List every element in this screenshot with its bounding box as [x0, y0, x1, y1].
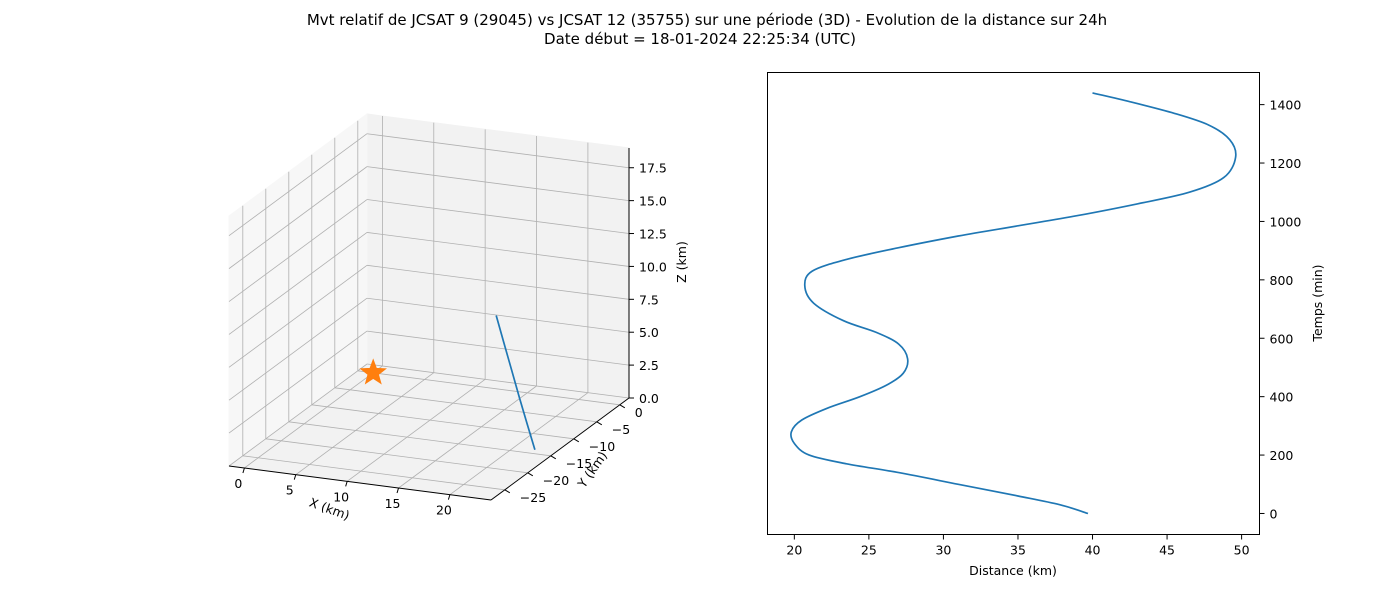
- y-tick-label-2d: 1200: [1270, 156, 1302, 171]
- x-tick-label-2d: 40: [1085, 543, 1101, 558]
- origin-star-marker: [359, 358, 387, 385]
- z-tick-label-3d: 17.5: [639, 161, 667, 176]
- figure-title-line1: Mvt relatif de JCSAT 9 (29045) vs JCSAT …: [307, 11, 1107, 29]
- x-tick-mark-3d: [242, 467, 245, 474]
- plot-2d-y-ticks: 0 200 400 600 800 1000 1200 1400: [1259, 98, 1302, 521]
- z-tick-label-3d: 7.5: [639, 292, 659, 307]
- grid-line-z-back: [366, 363, 630, 399]
- grid-line-x-floor: [398, 385, 537, 489]
- y-tick-label-2d: 1000: [1270, 214, 1302, 229]
- grid-line-z-back: [366, 199, 630, 234]
- grid-line-z-side: [228, 166, 368, 269]
- plot-3d-axes: [228, 148, 630, 501]
- y-tick-label-3d: −20: [543, 473, 569, 488]
- grid-line-z-back: [366, 330, 630, 366]
- grid-line-x-floor: [295, 372, 435, 475]
- y-tick-mark-3d: [527, 472, 534, 477]
- y-axis-line-3d: [490, 397, 630, 501]
- x-tick-label-3d: 0: [234, 476, 242, 491]
- y-tick-label-3d: −15: [566, 456, 592, 471]
- grid-line-z-side: [228, 133, 368, 237]
- y-tick-label-2d: 200: [1270, 448, 1294, 463]
- y-tick-mark-3d: [550, 455, 557, 460]
- grid-line-z-side: [228, 199, 368, 302]
- plot-2d: 20 25 30 35 40 45 50 0 200 400 600 800 1000 1200 1400…: [767, 72, 1325, 578]
- x-tick-label-3d: 10: [333, 489, 349, 504]
- x-tick-label-2d: 20: [786, 543, 802, 558]
- grid-line-z-side: [228, 264, 368, 368]
- z-tick-label-3d: 0.0: [639, 391, 659, 406]
- grid-line-z-side: [228, 232, 368, 335]
- y-tick-label-3d: −5: [612, 422, 630, 437]
- plot-2d-series: [790, 92, 1237, 515]
- figure-title-line2: Date début = 18-01-2024 22:25:34 (UTC): [544, 30, 856, 48]
- grid-line-y-floor: [334, 387, 597, 423]
- plot-2d-frame: [767, 72, 1260, 535]
- x-tick-mark-3d: [293, 474, 297, 480]
- plot-3d-y-ticks: 0 −5 −10 −15 −20 −25: [504, 404, 643, 505]
- y-tick-mark-3d: [573, 438, 580, 443]
- grid-line-z-side: [228, 297, 368, 401]
- plot-2d-x-ticks: 20 25 30 35 40 45 50: [786, 534, 1250, 558]
- grid-line-x-floor: [346, 379, 486, 482]
- grid-line-z-back: [366, 264, 630, 300]
- z-tick-label-3d: 5.0: [639, 325, 659, 340]
- y-tick-mark-3d: [619, 404, 626, 409]
- y-tick-label-2d: 800: [1270, 273, 1294, 288]
- grid-line-z-back: [366, 166, 630, 202]
- grid-line-y-floor: [265, 438, 528, 474]
- x-tick-label-2d: 25: [861, 543, 877, 558]
- y-tick-mark-3d: [504, 489, 511, 494]
- grid-line-x-floor: [449, 392, 589, 495]
- plot-3d-panes: [227, 113, 631, 501]
- x-tick-label-2d: 50: [1234, 543, 1250, 558]
- trajectory-line-3d: [495, 315, 536, 450]
- plot-3d: 0 5 10 15 20 0 −5 −10 −15 −20 −25 0.0 2.5 5.0 7.5 10.…: [227, 113, 689, 523]
- y-tick-label-2d: 0: [1270, 506, 1278, 521]
- z-tick-label-3d: 10.0: [639, 259, 667, 274]
- x-axis-label-2d: Distance (km): [969, 563, 1057, 578]
- plot-3d-grid: [228, 116, 630, 495]
- x-tick-mark-3d: [396, 487, 400, 494]
- x-tick-label-3d: 5: [286, 483, 294, 498]
- grid-line-x-floor: [244, 365, 383, 469]
- z-tick-label-3d: 12.5: [639, 227, 667, 242]
- pane-back-wall: [366, 113, 630, 399]
- y-tick-label-3d: −10: [589, 439, 615, 454]
- x-tick-label-3d: 15: [385, 496, 401, 511]
- grid-line-y-floor: [357, 370, 620, 406]
- grid-line-y-floor: [242, 455, 505, 491]
- x-tick-label-2d: 45: [1159, 543, 1175, 558]
- grid-line-z-side: [228, 363, 368, 467]
- z-tick-label-3d: 2.5: [639, 358, 659, 373]
- x-axis-line-3d: [228, 465, 492, 501]
- y-tick-label-3d: −25: [520, 490, 546, 505]
- x-tick-label-2d: 30: [935, 543, 951, 558]
- x-tick-mark-3d: [345, 481, 348, 487]
- y-axis-label-2d: Temps (min): [1310, 264, 1325, 342]
- y-tick-label-2d: 400: [1270, 390, 1294, 405]
- plot-3d-z-ticks: 0.0 2.5 5.0 7.5 10.0 12.5 15.0 17.5: [629, 161, 667, 406]
- x-tick-label-2d: 35: [1010, 543, 1026, 558]
- grid-line-z-side: [228, 330, 368, 434]
- z-axis-label-3d: Z (km): [674, 241, 689, 283]
- plot-3d-x-ticks: 0 5 10 15 20: [234, 467, 452, 518]
- distance-curve-line: [790, 92, 1237, 515]
- x-tick-mark-3d: [447, 494, 451, 500]
- x-tick-label-3d: 20: [436, 503, 452, 518]
- z-tick-label-3d: 15.0: [639, 194, 667, 209]
- grid-line-z-back: [366, 133, 630, 169]
- grid-line-z-back: [366, 297, 630, 333]
- grid-line-y-floor: [288, 421, 551, 457]
- y-tick-label-2d: 600: [1270, 331, 1294, 346]
- grid-line-z-back: [366, 232, 630, 267]
- y-tick-mark-3d: [596, 421, 603, 426]
- plot-3d-series: [359, 315, 536, 450]
- y-tick-label-2d: 1400: [1270, 98, 1302, 113]
- y-tick-label-3d: 0: [635, 405, 643, 420]
